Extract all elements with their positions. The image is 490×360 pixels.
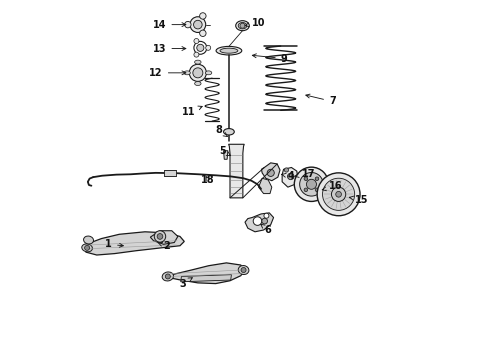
Ellipse shape (195, 82, 201, 86)
Circle shape (199, 13, 206, 19)
Polygon shape (181, 275, 231, 282)
Ellipse shape (195, 60, 201, 64)
Text: 3: 3 (179, 278, 193, 289)
Circle shape (241, 267, 246, 273)
Circle shape (317, 173, 360, 216)
Circle shape (288, 173, 294, 180)
Circle shape (304, 177, 308, 180)
Text: 14: 14 (153, 19, 186, 30)
Text: 13: 13 (153, 44, 186, 54)
Text: 11: 11 (181, 106, 202, 117)
Circle shape (264, 213, 269, 218)
Text: 7: 7 (306, 94, 336, 107)
Text: 5: 5 (220, 147, 230, 157)
Polygon shape (228, 144, 245, 198)
Text: 6: 6 (261, 224, 271, 235)
Text: 9: 9 (252, 54, 288, 64)
Circle shape (304, 188, 308, 192)
Polygon shape (262, 163, 280, 181)
Polygon shape (164, 170, 176, 176)
Polygon shape (150, 231, 178, 244)
Circle shape (300, 172, 323, 196)
Ellipse shape (82, 244, 93, 252)
Circle shape (194, 52, 199, 57)
Circle shape (336, 192, 342, 197)
Circle shape (294, 167, 329, 202)
Polygon shape (259, 178, 272, 194)
Ellipse shape (216, 46, 242, 55)
Text: 4: 4 (282, 171, 294, 181)
Polygon shape (84, 232, 184, 255)
Polygon shape (282, 167, 298, 187)
Ellipse shape (184, 71, 190, 75)
Circle shape (190, 17, 206, 32)
Ellipse shape (84, 236, 94, 244)
Text: 15: 15 (349, 195, 368, 204)
Ellipse shape (223, 129, 234, 135)
Text: 17: 17 (295, 168, 316, 179)
Text: 2: 2 (158, 241, 171, 251)
Circle shape (199, 30, 206, 36)
Ellipse shape (236, 21, 249, 31)
Circle shape (189, 64, 206, 81)
Text: 16: 16 (322, 181, 343, 192)
Polygon shape (167, 263, 245, 284)
Circle shape (157, 234, 163, 239)
Text: 10: 10 (245, 18, 266, 28)
Circle shape (165, 274, 171, 279)
Circle shape (194, 39, 199, 44)
Polygon shape (245, 213, 273, 232)
Text: 18: 18 (201, 175, 215, 185)
Circle shape (197, 44, 204, 51)
Ellipse shape (238, 266, 249, 275)
Circle shape (306, 179, 317, 189)
Text: 1: 1 (105, 239, 123, 249)
Circle shape (185, 21, 191, 28)
Circle shape (194, 20, 202, 29)
Ellipse shape (238, 22, 247, 29)
Circle shape (267, 169, 274, 176)
Polygon shape (223, 151, 228, 159)
Circle shape (253, 217, 262, 225)
Circle shape (315, 177, 319, 180)
Text: 8: 8 (215, 125, 227, 136)
Ellipse shape (162, 272, 173, 281)
Circle shape (262, 218, 268, 224)
Circle shape (194, 41, 207, 54)
Text: 12: 12 (149, 68, 186, 78)
Circle shape (240, 23, 245, 28)
Circle shape (315, 188, 319, 192)
Ellipse shape (205, 71, 212, 75)
Circle shape (331, 187, 346, 202)
Circle shape (322, 178, 355, 210)
Circle shape (284, 168, 289, 172)
Circle shape (193, 68, 203, 78)
Circle shape (154, 231, 166, 242)
Circle shape (85, 246, 90, 250)
Circle shape (206, 45, 211, 50)
Ellipse shape (220, 48, 238, 53)
